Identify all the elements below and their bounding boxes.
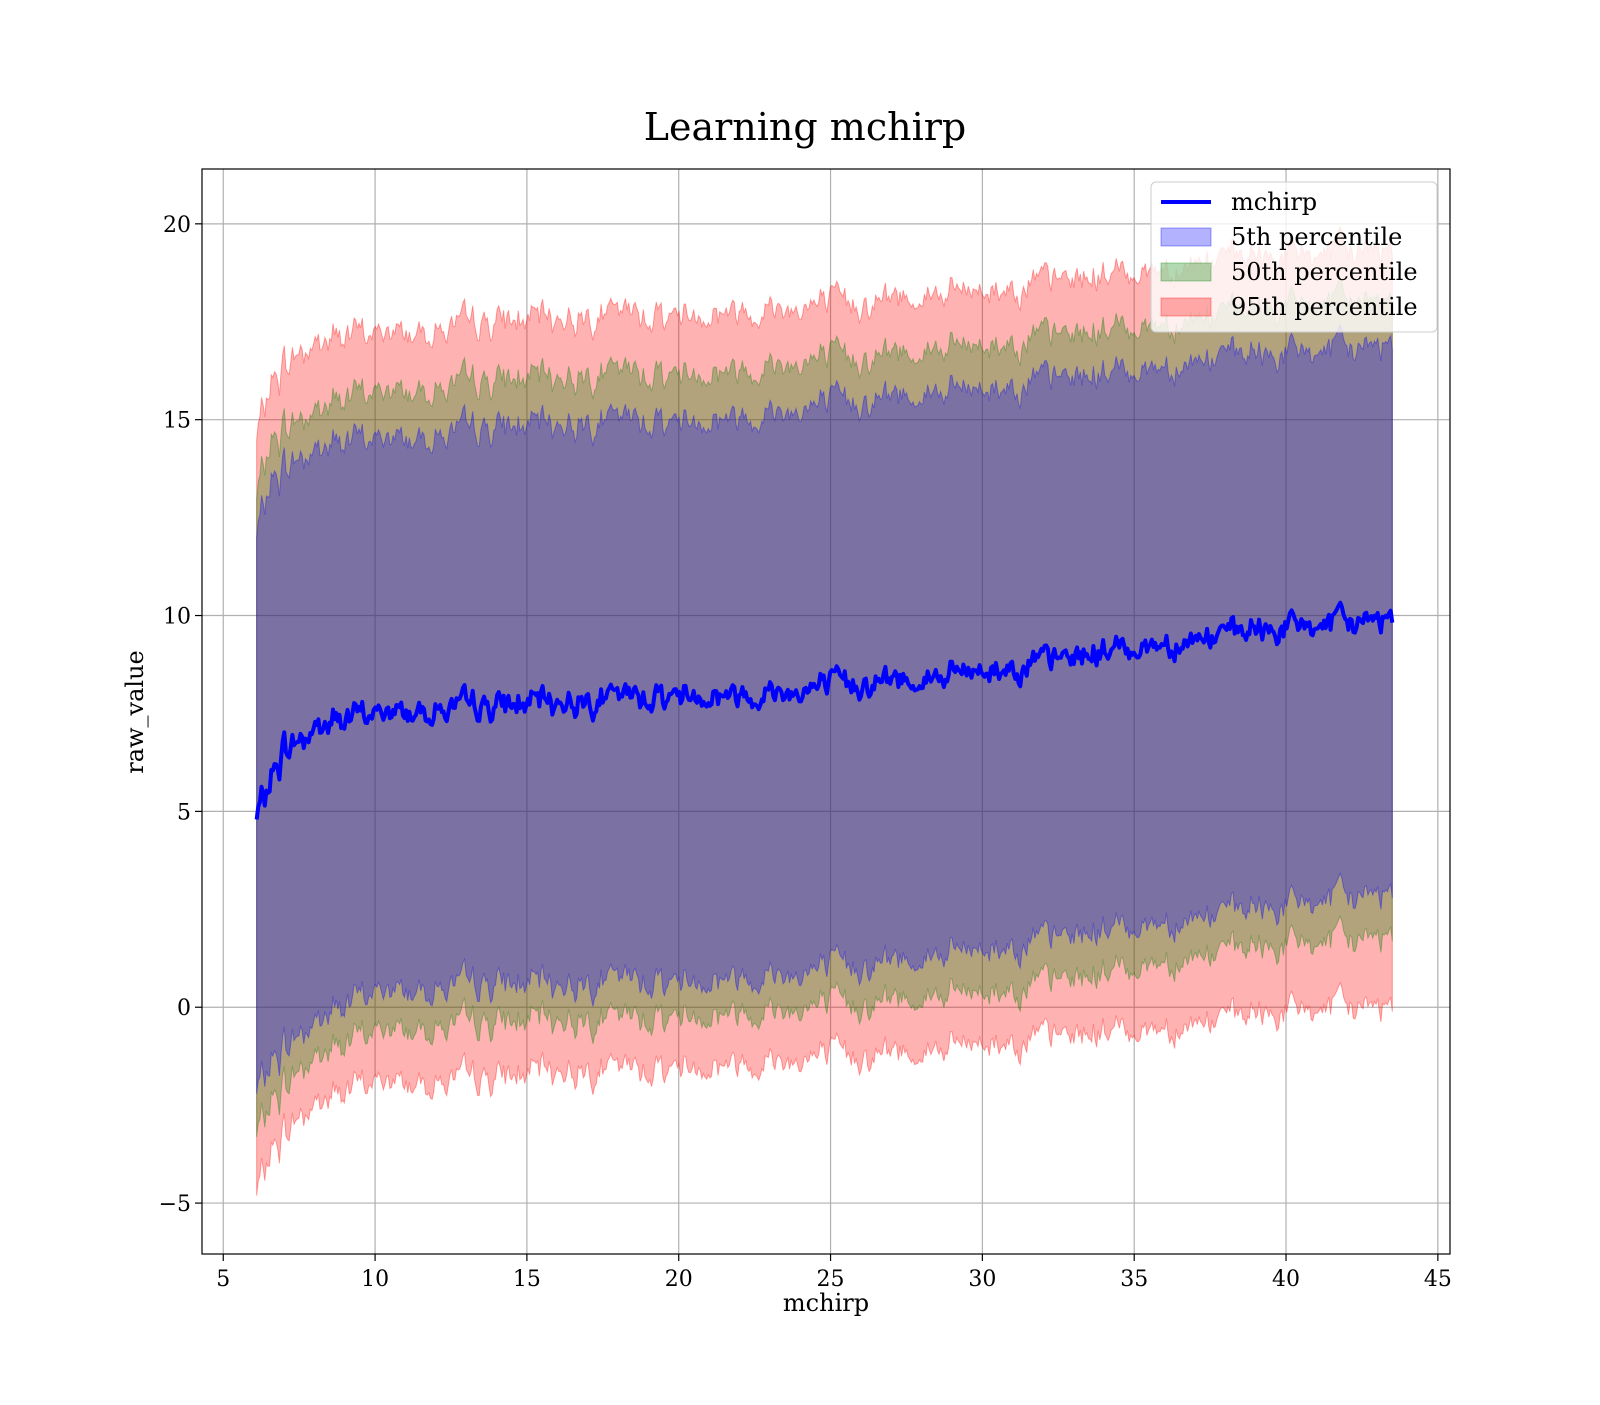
series-lines bbox=[254, 600, 1395, 820]
plot-frame bbox=[201, 168, 1451, 1255]
y-tick-label: 0 bbox=[177, 996, 191, 1021]
band-5th-percentile bbox=[256, 323, 1393, 1094]
legend: mchirp 5th percentile 50th percentile 95th … bbox=[1150, 181, 1438, 333]
x-tick-label: 30 bbox=[968, 1267, 996, 1292]
chart-title: Learning mchirp bbox=[644, 105, 966, 149]
y-tick-label: 15 bbox=[163, 409, 191, 434]
legend-label: 5th percentile bbox=[1231, 223, 1402, 251]
band-50th-percentile bbox=[256, 276, 1393, 1137]
legend-label: 95th percentile bbox=[1231, 293, 1418, 321]
x-tick-label: 45 bbox=[1424, 1267, 1452, 1292]
legend-box bbox=[1150, 181, 1438, 333]
legend-swatch-band bbox=[1160, 262, 1212, 282]
x-tick-label: 5 bbox=[216, 1267, 230, 1292]
y-axis-label: raw_value bbox=[121, 650, 149, 774]
y-gridlines bbox=[202, 223, 1450, 1204]
y-tick-label: 5 bbox=[177, 800, 191, 825]
band-95th-percentile bbox=[256, 225, 1393, 1196]
percentile-bands bbox=[256, 225, 1393, 1196]
y-axis-ticks: −5 0 5 10 15 20 bbox=[159, 213, 202, 1217]
legend-label: mchirp bbox=[1231, 188, 1317, 216]
y-tick-label: 20 bbox=[163, 213, 191, 238]
x-gridlines bbox=[222, 169, 1439, 1254]
x-tick-label: 15 bbox=[513, 1267, 541, 1292]
series-line-mchirp bbox=[254, 600, 1395, 820]
y-tick-label: 10 bbox=[163, 605, 191, 630]
legend-swatch-band bbox=[1160, 297, 1212, 317]
x-tick-label: 10 bbox=[361, 1267, 389, 1292]
x-tick-label: 20 bbox=[665, 1267, 693, 1292]
x-axis-ticks: 5 10 15 20 25 30 35 40 45 bbox=[216, 1254, 1452, 1292]
y-tick-label: −5 bbox=[159, 1192, 191, 1217]
legend-label: 50th percentile bbox=[1231, 258, 1418, 286]
x-tick-label: 25 bbox=[817, 1267, 845, 1292]
x-axis-label: mchirp bbox=[783, 1289, 869, 1317]
x-tick-label: 35 bbox=[1120, 1267, 1148, 1292]
legend-swatch-band bbox=[1160, 227, 1212, 247]
plot-area bbox=[201, 168, 1451, 1255]
x-tick-label: 40 bbox=[1272, 1267, 1300, 1292]
